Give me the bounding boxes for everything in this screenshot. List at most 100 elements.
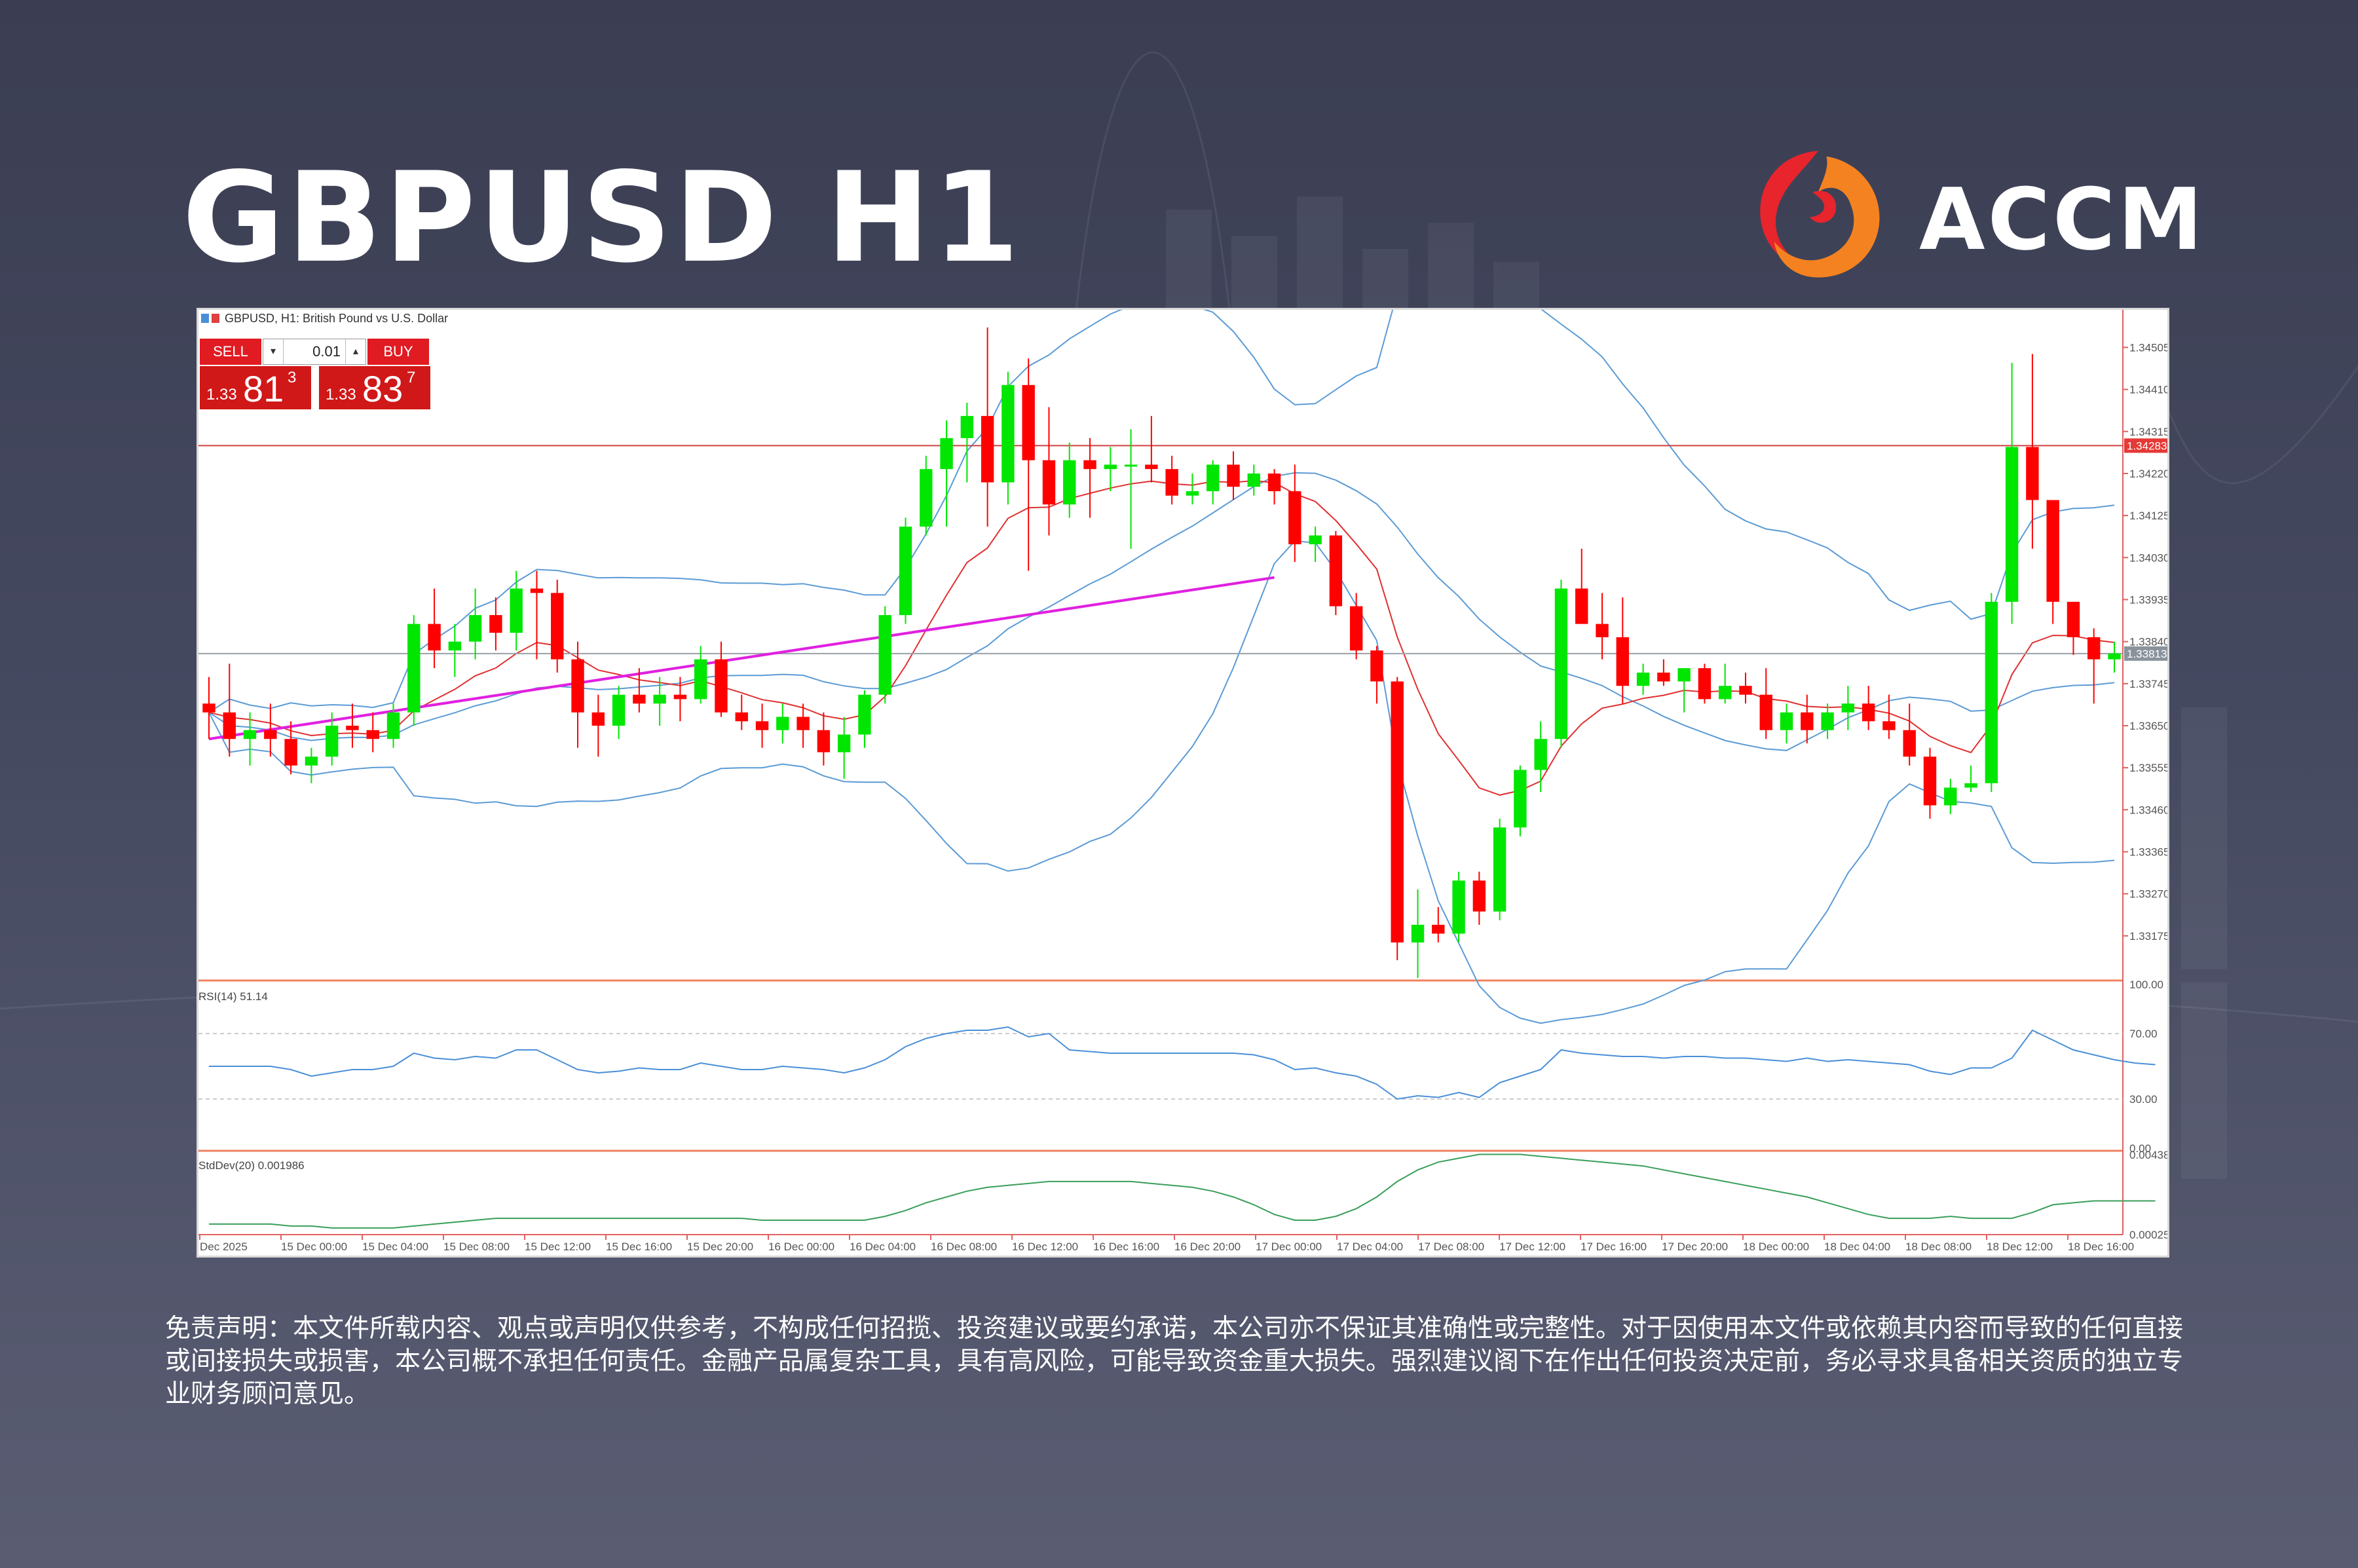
candle-body	[264, 730, 277, 739]
candle	[1186, 473, 1199, 505]
candle	[612, 686, 626, 739]
candle-body	[1165, 469, 1178, 496]
candle-body	[1514, 770, 1527, 828]
candle	[1636, 663, 1650, 695]
candle	[735, 694, 748, 730]
candle-body	[633, 694, 646, 704]
candle	[1267, 469, 1281, 505]
candle	[1165, 455, 1178, 505]
candle	[1227, 451, 1240, 500]
candle-body	[755, 721, 769, 730]
candle-body	[448, 641, 462, 651]
candle	[428, 588, 441, 669]
candle-body	[223, 712, 236, 739]
candle	[1841, 686, 1855, 730]
candle	[1718, 663, 1732, 704]
candle	[1452, 871, 1465, 943]
candle	[571, 641, 584, 748]
sell-button[interactable]: SELL	[200, 339, 261, 365]
candle-body	[1001, 384, 1015, 483]
candle	[1657, 659, 1670, 686]
candle	[1083, 438, 1096, 518]
candle	[551, 580, 564, 673]
candle	[920, 455, 933, 536]
candle	[1472, 871, 1486, 925]
lot-dropdown-icon[interactable]: ▾	[263, 339, 284, 364]
candle	[1944, 779, 1957, 815]
sell-price-prefix: 1.33	[206, 386, 237, 403]
candle-body	[2067, 601, 2080, 637]
candle	[1739, 672, 1752, 704]
bollinger-bands	[208, 310, 2115, 1024]
x-tick-label: 16 Dec 00:00	[768, 1241, 834, 1253]
buy-price-fraction: 7	[407, 369, 416, 386]
brand: ACCM	[1749, 145, 2203, 289]
lot-size-stepper[interactable]: ▾ 0.01 ▴	[263, 339, 366, 365]
candle-body	[1801, 712, 1814, 730]
candle-body	[1267, 473, 1281, 491]
candle	[1001, 371, 1015, 505]
candle	[489, 597, 502, 651]
y-tick-label: 1.34030	[2129, 551, 2167, 564]
candle	[1534, 721, 1547, 793]
candle-body	[243, 730, 257, 739]
candle	[1780, 703, 1793, 743]
candle	[1554, 580, 1568, 748]
x-tick-label: 18 Dec 08:00	[1905, 1241, 1972, 1253]
candle	[1616, 597, 1629, 704]
buy-button[interactable]: BUY	[367, 339, 429, 365]
candle	[858, 690, 871, 748]
candle-body	[468, 615, 482, 642]
candle-body	[960, 416, 974, 438]
candle-body	[715, 659, 728, 713]
buy-price-quote[interactable]: 1.33 83 7	[319, 366, 430, 409]
candle-body	[1923, 756, 1937, 806]
candle-body	[1657, 672, 1670, 682]
trading-chart[interactable]: GBPUSD, H1: British Pound vs U.S. Dollar…	[196, 308, 2169, 1258]
candle	[366, 712, 379, 753]
candle	[407, 615, 421, 726]
candle	[325, 712, 339, 766]
candle-body	[612, 694, 626, 726]
candle-body	[1985, 601, 1998, 783]
candle-body	[1452, 880, 1465, 934]
x-tick-label: 17 Dec 04:00	[1337, 1241, 1403, 1253]
candle-body	[386, 712, 400, 739]
x-tick-label: 16 Dec 20:00	[1174, 1241, 1241, 1253]
candle-body	[571, 659, 584, 713]
lot-increase-icon[interactable]: ▴	[345, 339, 365, 364]
candle-body	[1636, 672, 1650, 686]
candle	[1759, 668, 1772, 739]
chart-canvas[interactable]: GBPUSD, H1: British Pound vs U.S. Dollar…	[198, 310, 2167, 1256]
candle-body	[735, 712, 748, 722]
candle-body	[489, 615, 502, 633]
candle	[1432, 906, 1445, 943]
x-tick-label: 16 Dec 12:00	[1012, 1241, 1078, 1253]
x-tick-label: 18 Dec 16:00	[2068, 1241, 2134, 1253]
candle-body	[325, 725, 339, 757]
stddev-label: StdDev(20) 0.001986	[198, 1159, 305, 1172]
candle-body	[1677, 668, 1691, 682]
x-tick-label: 15 Dec 12:00	[525, 1241, 591, 1253]
sell-price-quote[interactable]: 1.33 81 3	[200, 366, 311, 409]
rsi-tick-label: 30.00	[2129, 1093, 2158, 1106]
candle	[694, 646, 707, 704]
resistance-price-tag	[2124, 438, 2167, 453]
candle-body	[305, 756, 318, 766]
candle	[1964, 765, 1977, 793]
lot-size-value[interactable]: 0.01	[312, 343, 341, 360]
rsi-label: RSI(14) 51.14	[198, 990, 268, 1003]
candle	[1022, 358, 1035, 571]
candle	[448, 624, 462, 677]
candle-body	[1022, 384, 1035, 460]
brand-name: ACCM	[1919, 170, 2205, 269]
x-tick-label: 17 Dec 08:00	[1418, 1241, 1484, 1253]
y-tick-label: 1.34220	[2129, 468, 2167, 480]
candle-body	[1227, 464, 1240, 487]
one-click-trading-panel: SELL ▾ 0.01 ▴ BUY 1.33 81 3 1.33 83 7	[200, 339, 430, 412]
candle-body	[2005, 447, 2019, 602]
candle-body	[1759, 694, 1772, 730]
y-tick-label: 1.34505	[2129, 341, 2167, 354]
bollinger-middle-band	[208, 472, 2115, 751]
x-tick-label: 15 Dec 04:00	[362, 1241, 428, 1253]
